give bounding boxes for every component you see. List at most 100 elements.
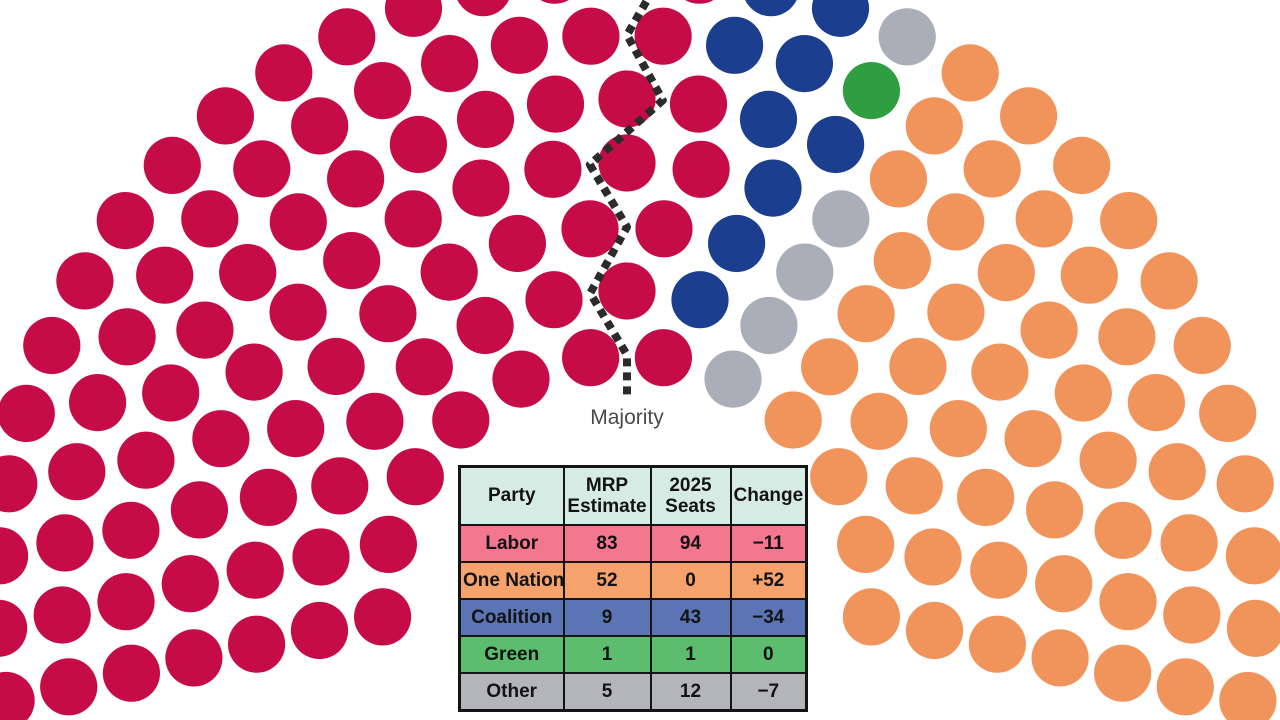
table-row-green: Green 1 1 0 <box>458 635 808 674</box>
seat-dot-labor <box>290 601 349 660</box>
seat-dot-labor <box>97 573 155 631</box>
seat-dot-one-nation <box>1216 455 1274 513</box>
seat-dot-labor <box>219 244 277 302</box>
seat-dot-labor <box>354 62 412 120</box>
party-cell: Coalition <box>458 598 565 637</box>
seat-dot-one-nation <box>971 343 1029 401</box>
seat-dot-one-nation <box>1173 316 1231 375</box>
party-cell: Labor <box>458 524 565 563</box>
change-cell: −34 <box>729 598 808 637</box>
seat-dot-one-nation <box>1163 586 1221 644</box>
mrp-estimate-cell: 83 <box>562 524 652 563</box>
seat-dot-labor <box>165 629 223 687</box>
seat-dot-labor <box>598 262 656 320</box>
seat-dot-one-nation <box>927 193 985 251</box>
seat-dot-labor <box>685 0 714 4</box>
mrp-estimate-cell: 9 <box>562 598 652 637</box>
seat-dot-one-nation <box>1098 308 1156 366</box>
seat-dot-labor <box>0 455 38 513</box>
seat-dot-coalition <box>671 271 729 329</box>
seat-dot-labor <box>384 0 443 37</box>
seat-dot-labor <box>161 555 219 613</box>
seat-dot-labor <box>117 431 175 489</box>
seat-dot-one-nation <box>1053 136 1111 194</box>
seat-dot-labor <box>102 501 160 559</box>
seat-dot-coalition <box>708 214 766 273</box>
seat-dot-labor <box>267 400 325 458</box>
seat-dot-other <box>776 243 834 301</box>
seat-dot-one-nation <box>977 244 1035 302</box>
seat-dot-labor <box>526 75 585 133</box>
seat-dot-labor <box>634 329 693 387</box>
seat-dot-labor <box>239 468 297 526</box>
seat-dot-labor <box>420 243 478 301</box>
seat-dot-labor <box>456 90 515 148</box>
seat-dot-one-nation <box>968 615 1026 673</box>
seat-dot-one-nation <box>941 44 999 102</box>
seat-dot-one-nation <box>1079 431 1137 489</box>
seat-dot-labor <box>269 193 327 251</box>
seat-dot-labor <box>0 384 55 442</box>
seat-dot-labor <box>386 448 444 506</box>
seat-dot-coalition <box>811 0 870 37</box>
seat-dot-one-nation <box>1219 671 1277 720</box>
seat-dot-labor <box>143 136 201 194</box>
seat-dot-labor <box>346 392 404 450</box>
seat-dot-one-nation <box>1199 384 1257 442</box>
seat-dot-coalition <box>775 35 834 93</box>
seat-dot-one-nation <box>1140 252 1198 310</box>
seat-dot-labor <box>561 200 619 258</box>
seat-dot-one-nation <box>1035 555 1093 613</box>
seat-dot-labor <box>136 246 194 304</box>
seat-dot-one-nation <box>957 468 1015 526</box>
seat-dot-one-nation <box>764 391 822 449</box>
seat-dot-labor <box>490 16 548 74</box>
seat-dot-labor <box>359 515 417 574</box>
seat-dot-labor <box>255 44 313 102</box>
seat-dot-labor <box>669 75 728 133</box>
seat-dot-one-nation <box>1160 514 1218 572</box>
seat-dot-one-nation <box>850 392 908 450</box>
seat-dot-labor <box>0 671 35 720</box>
seat-dot-labor <box>327 150 385 208</box>
seat-dot-labor <box>389 115 447 174</box>
seat-dot-one-nation <box>842 588 901 646</box>
seat-dot-labor <box>384 190 442 248</box>
change-cell: 0 <box>729 635 808 674</box>
seats-2025-cell: 0 <box>649 561 732 600</box>
seat-dot-coalition <box>706 16 764 74</box>
seat-dot-labor <box>176 301 234 359</box>
change-cell: +52 <box>729 561 808 600</box>
seat-dot-labor <box>196 87 254 145</box>
seat-dot-one-nation <box>1004 410 1062 468</box>
seat-dot-labor <box>323 232 381 290</box>
seat-dot-labor <box>228 615 286 673</box>
seat-dot-labor <box>192 410 250 468</box>
change-cell: −11 <box>729 524 808 563</box>
seat-dot-labor <box>48 443 106 501</box>
results-table-header-row: Party MRP Estimate 2025 Seats Change <box>458 465 808 526</box>
seat-dot-one-nation <box>837 515 895 574</box>
seat-dot-green <box>842 62 901 120</box>
table-row-other: Other 5 12 −7 <box>458 672 808 712</box>
column-header-mrp-estimate: MRP Estimate <box>562 465 652 526</box>
seat-dot-labor <box>598 70 656 128</box>
seat-dot-one-nation <box>963 140 1021 198</box>
seat-dot-labor <box>292 528 350 586</box>
seat-dot-labor <box>69 374 127 432</box>
mrp-estimate-cell: 5 <box>562 672 652 712</box>
seat-dot-other <box>878 8 936 66</box>
seat-dot-labor <box>359 285 417 343</box>
seat-dot-one-nation <box>1226 599 1280 657</box>
seat-dot-coalition <box>807 115 865 174</box>
seat-dot-labor <box>318 8 376 66</box>
results-table-body: Labor 83 94 −11 One Nation 52 0 +52 Coalition 9 43… <box>458 524 808 712</box>
seat-dot-one-nation <box>1020 301 1078 359</box>
seat-dot-labor <box>457 0 509 17</box>
seat-dot-one-nation <box>904 528 962 586</box>
seat-dot-labor <box>56 252 114 310</box>
table-row-one-nation: One Nation 52 0 +52 <box>458 561 808 600</box>
seat-dot-labor <box>225 343 283 401</box>
seat-dot-one-nation <box>885 457 943 515</box>
